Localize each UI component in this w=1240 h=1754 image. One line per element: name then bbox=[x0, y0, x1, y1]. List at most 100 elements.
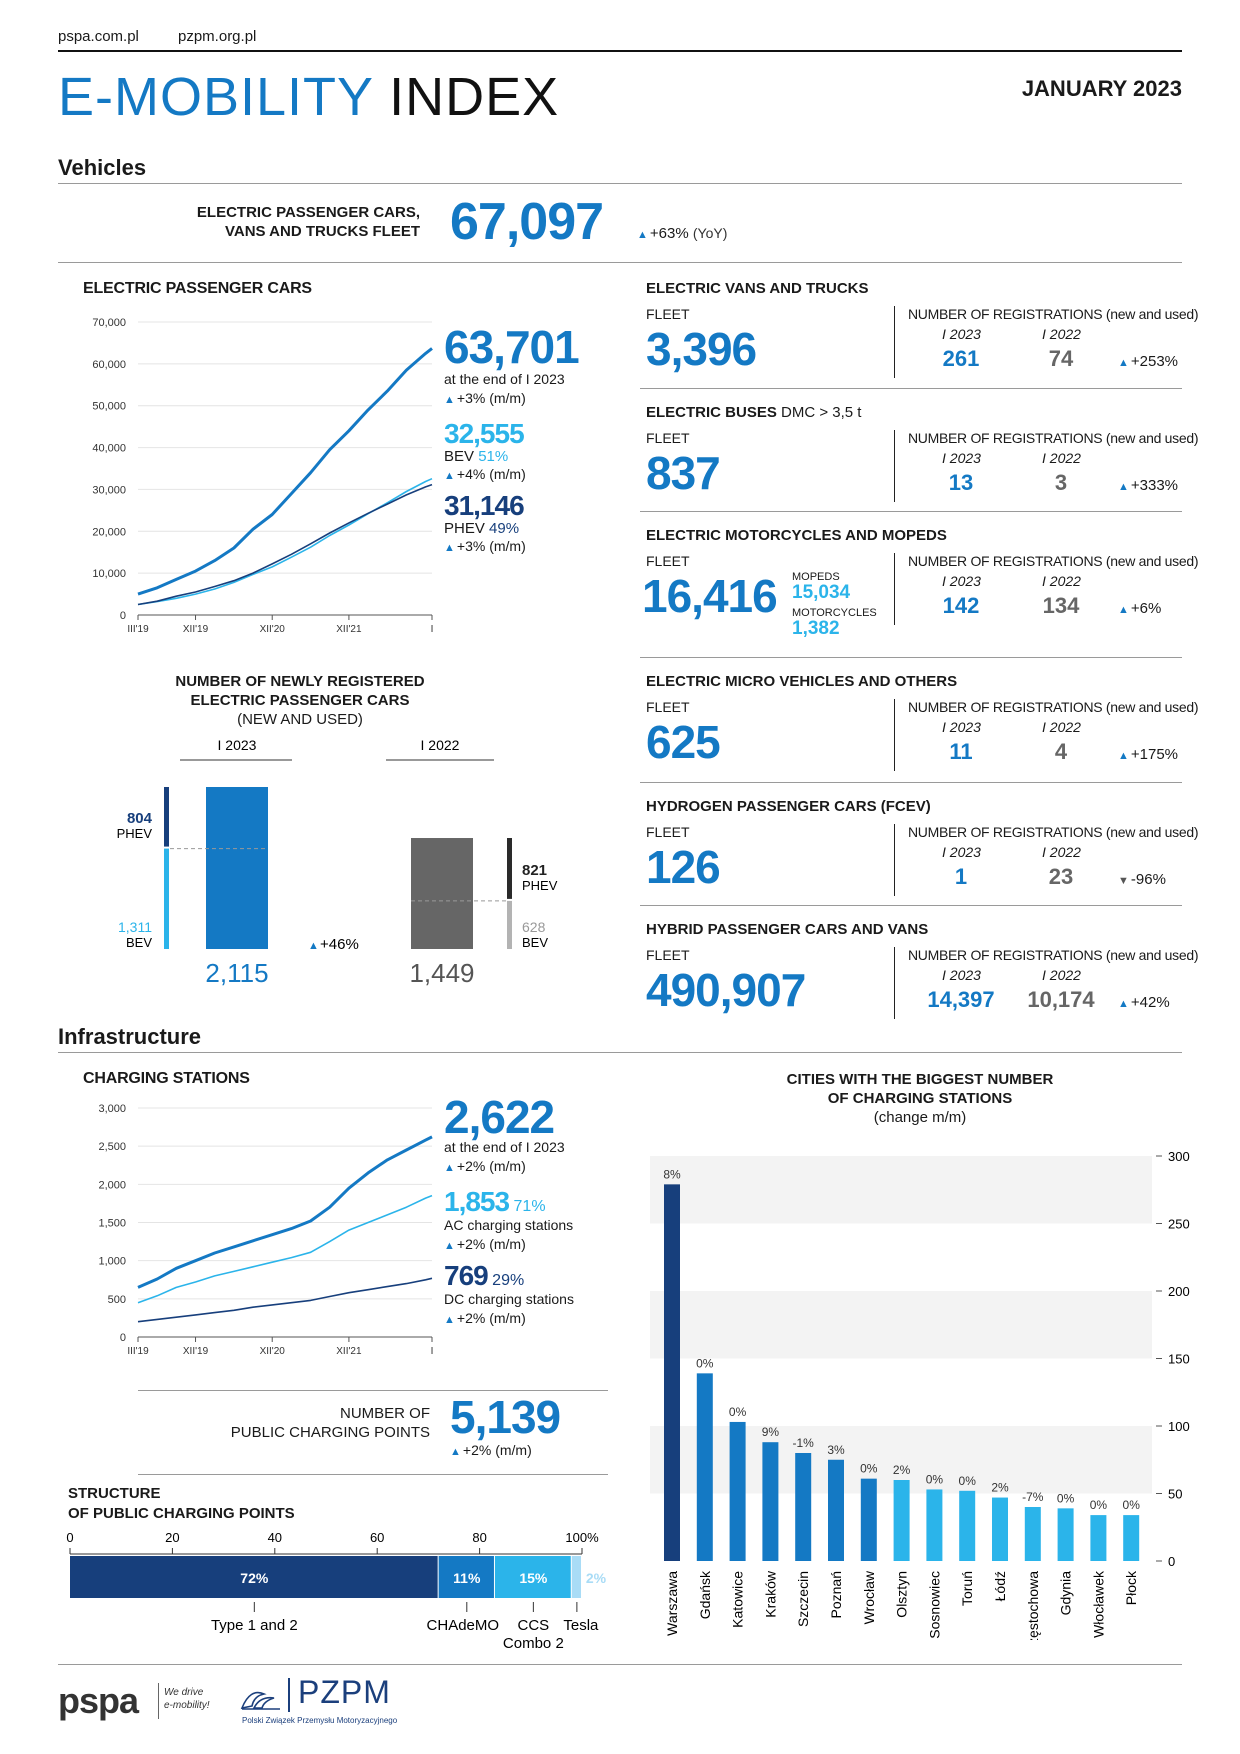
city-name: Gdynia bbox=[1058, 1571, 1074, 1616]
category-rule bbox=[640, 782, 1182, 783]
charging-line-chart: 0 500 1,000 1,500 2,000 2,500 3,000 III'19 XII'1… bbox=[98, 1103, 434, 1357]
bev-2022-value: 628 bbox=[522, 919, 546, 935]
category-title: ELECTRIC MICRO VEHICLES AND OTHERS bbox=[646, 673, 958, 690]
city-change-label: -7% bbox=[1022, 1490, 1044, 1504]
y-tick-label: 20,000 bbox=[92, 526, 126, 538]
segment-name: CCS bbox=[518, 1617, 550, 1634]
epc-total: 63,701 bbox=[444, 321, 580, 373]
fleet-label: FLEET bbox=[646, 699, 690, 715]
city-bar bbox=[860, 1478, 877, 1561]
bev-2023-value: 1,311 bbox=[118, 919, 152, 935]
x-tick-label: I bbox=[431, 1346, 434, 1357]
section-vehicles: Vehicles bbox=[58, 155, 147, 180]
y-tick-label: 2,500 bbox=[98, 1141, 126, 1153]
points-label: NUMBER OF PUBLIC CHARGING POINTS bbox=[230, 1405, 430, 1441]
category-rule bbox=[640, 511, 1182, 512]
fleet-label: FLEET bbox=[646, 430, 690, 446]
y-tick-label: 100 bbox=[1168, 1419, 1190, 1434]
cs-total: 2,622 bbox=[444, 1091, 555, 1143]
fleet-label: FLEET bbox=[646, 306, 690, 322]
structure-segment bbox=[438, 1556, 494, 1598]
y-tick-label: 50 bbox=[1168, 1487, 1182, 1502]
link-pspa[interactable]: pspa.com.pl bbox=[58, 28, 139, 45]
x-tick-label: XII'20 bbox=[260, 1346, 286, 1357]
city-bar bbox=[959, 1490, 976, 1561]
reg-value-2023: 1 bbox=[954, 864, 968, 889]
y-tick-label: 30,000 bbox=[92, 484, 126, 496]
city-bar bbox=[762, 1442, 779, 1561]
divider bbox=[894, 430, 895, 502]
city-name: Kraków bbox=[762, 1570, 778, 1618]
reg-value-2022: 3 bbox=[1054, 470, 1068, 495]
y-tick-label: 60,000 bbox=[92, 359, 126, 371]
fleet-value: 126 bbox=[646, 841, 721, 893]
cs-total-sub: at the end of I 2023 bbox=[444, 1139, 565, 1155]
bar-total-2023 bbox=[206, 787, 268, 949]
city-change-label: 8% bbox=[663, 1167, 681, 1181]
city-change-label: 2% bbox=[893, 1463, 911, 1477]
epc-phev-value: 31,146 bbox=[444, 490, 525, 521]
y-tick-label: 3,000 bbox=[98, 1103, 126, 1115]
city-change-label: 0% bbox=[926, 1472, 944, 1486]
logo-divider bbox=[158, 1683, 159, 1719]
period-1: I 2023 bbox=[942, 844, 981, 860]
segment-label: 2% bbox=[586, 1570, 607, 1586]
link-pzpm[interactable]: pzpm.org.pl bbox=[178, 28, 257, 45]
reg-value-2023: 14,397 bbox=[927, 987, 995, 1012]
reg-change: +253% bbox=[1118, 353, 1178, 370]
epc-bev-value: 32,555 bbox=[444, 418, 525, 449]
grid-band bbox=[650, 1291, 1152, 1359]
fleet-value: 837 bbox=[646, 447, 721, 499]
scale-tick-label: 0 bbox=[66, 1530, 73, 1545]
section-infrastructure: Infrastructure bbox=[58, 1024, 202, 1049]
category-title: ELECTRIC VANS AND TRUCKS bbox=[646, 280, 869, 297]
period-1: I 2023 bbox=[942, 450, 981, 466]
series-line bbox=[137, 1135, 433, 1289]
divider bbox=[894, 306, 895, 378]
x-tick-label: III'19 bbox=[127, 1346, 149, 1357]
cs-dc-value: 769 29% bbox=[444, 1260, 525, 1291]
city-change-label: 9% bbox=[762, 1425, 780, 1439]
x-tick-label: XII'19 bbox=[183, 624, 209, 635]
cs-ac-value: 1,853 71% bbox=[444, 1186, 546, 1217]
y-tick-label: 250 bbox=[1168, 1217, 1190, 1232]
y-tick-label: 300 bbox=[1168, 1149, 1190, 1164]
period-2: I 2022 bbox=[1042, 450, 1081, 466]
reg-value-2022: 74 bbox=[1048, 346, 1074, 371]
x-tick-label: I bbox=[431, 624, 434, 635]
city-change-label: 0% bbox=[959, 1474, 977, 1488]
y-tick-label: 150 bbox=[1168, 1352, 1190, 1367]
series-line bbox=[137, 483, 433, 606]
fleet-total-label: ELECTRIC PASSENGER CARS, VANS AND TRUCKS… bbox=[196, 204, 420, 240]
city-change-label: 0% bbox=[860, 1462, 878, 1476]
bar-phev-2022 bbox=[507, 838, 512, 899]
y-tick-label: 50,000 bbox=[92, 401, 126, 413]
header-rule bbox=[58, 50, 1182, 52]
cs-ac-change: +2% (m/m) bbox=[444, 1236, 526, 1252]
city-bar bbox=[664, 1184, 680, 1561]
fleet-value: 3,396 bbox=[646, 323, 757, 375]
city-bar bbox=[828, 1459, 844, 1561]
period-2: I 2022 bbox=[1042, 326, 1081, 342]
category-title: ELECTRIC MOTORCYCLES AND MOPEDS bbox=[646, 527, 947, 544]
phev-2023-label: PHEV bbox=[117, 826, 153, 841]
reg-value-2022: 4 bbox=[1054, 739, 1068, 764]
divider bbox=[894, 824, 895, 896]
city-change-label: -1% bbox=[793, 1436, 815, 1450]
city-name: Częstochowa bbox=[1025, 1571, 1041, 1640]
page-title: E-MOBILITY INDEX bbox=[58, 67, 560, 127]
pzpm-divider bbox=[288, 1678, 290, 1712]
city-change-label: 0% bbox=[696, 1356, 714, 1370]
y-tick-label: 0 bbox=[120, 610, 126, 622]
category-block: ELECTRIC BUSES DMC > 3,5 t FLEET 837 NUMBER… bbox=[640, 392, 1199, 510]
bar-bev-2022 bbox=[507, 900, 512, 949]
reg-change: -96% bbox=[1118, 871, 1166, 888]
category-block: HYBRID PASSENGER CARS AND VANS FLEET 490,… bbox=[640, 909, 1199, 1027]
up-arrow-icon: ▲ bbox=[308, 940, 319, 952]
series-line bbox=[137, 347, 433, 596]
x-tick-label: XII'21 bbox=[336, 624, 362, 635]
x-tick-label: XII'20 bbox=[260, 624, 286, 635]
city-name: Olsztyn bbox=[894, 1571, 910, 1618]
y-tick-label: 1,500 bbox=[98, 1218, 126, 1230]
reg-value-2022: 23 bbox=[1048, 864, 1074, 889]
